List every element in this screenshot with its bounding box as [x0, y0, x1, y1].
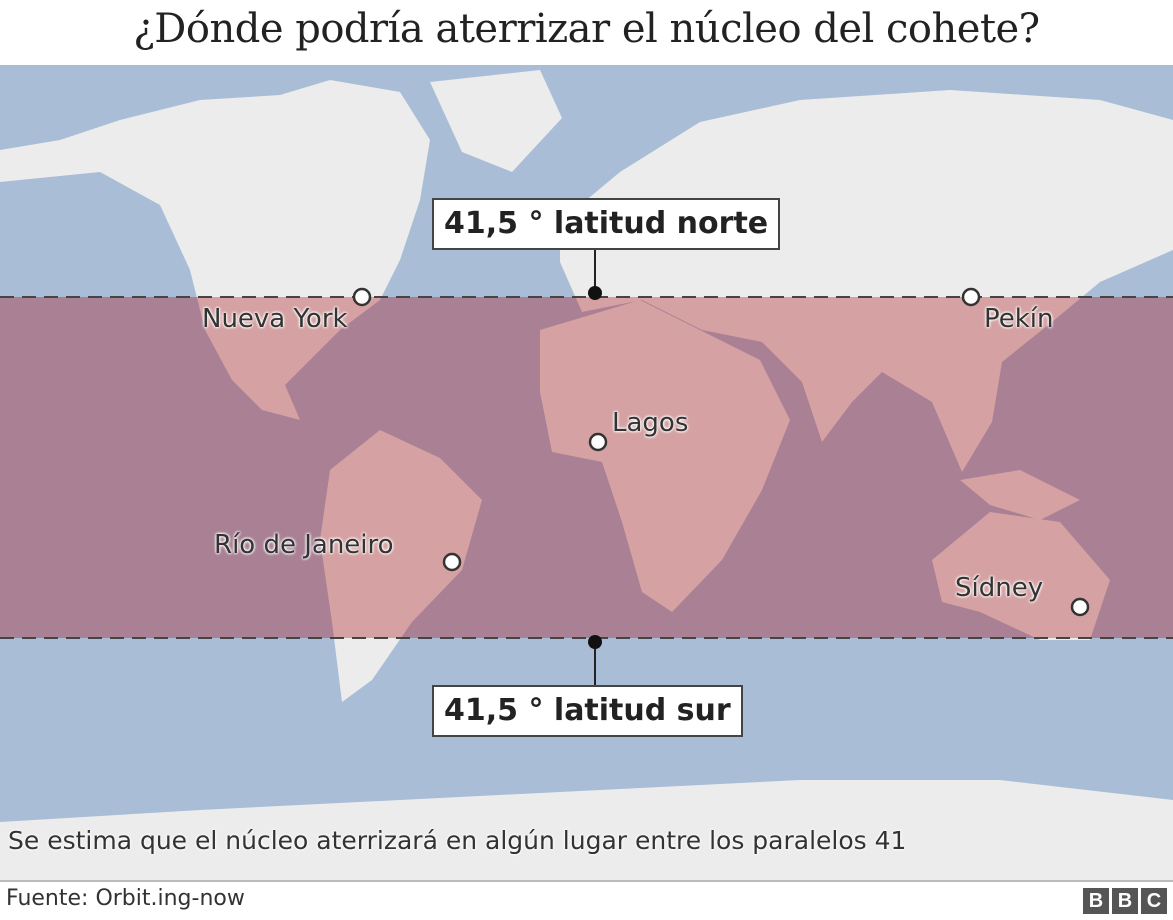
city-marker [961, 287, 981, 307]
city-marker [1070, 597, 1090, 617]
city-marker [588, 432, 608, 452]
city-marker [352, 287, 372, 307]
city-marker [442, 552, 462, 572]
city-label-nueva-york: Nueva York [202, 304, 348, 334]
city-label-sidney: Sídney [955, 573, 1044, 603]
south-marker [588, 635, 602, 649]
world-map [0, 65, 1173, 880]
north-marker [588, 286, 602, 300]
south-latitude-label: 41,5 ° latitud sur [432, 685, 743, 737]
north-latitude-label: 41,5 ° latitud norte [432, 198, 781, 250]
map-title: ¿Dónde podría aterrizar el núcleo del co… [133, 6, 1040, 52]
source-text: Fuente: Orbit.ing-now [6, 886, 245, 911]
city-label-lagos: Lagos [612, 408, 689, 438]
city-label-pekin: Pekín [984, 304, 1054, 334]
city-label-rio: Río de Janeiro [214, 530, 394, 560]
map-caption: Se estima que el núcleo aterrizará en al… [8, 826, 907, 855]
